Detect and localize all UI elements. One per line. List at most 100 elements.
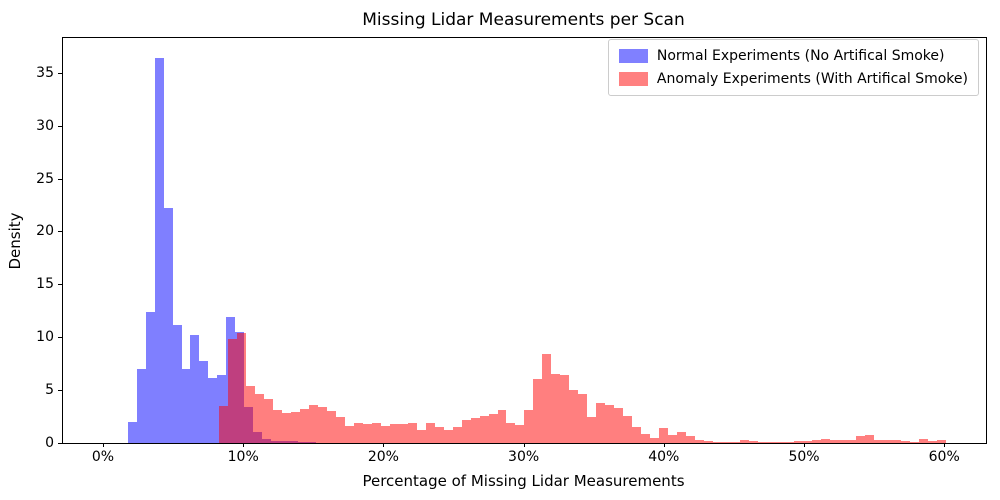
anomaly-histogram-bar xyxy=(739,440,749,443)
anomaly-histogram-bar xyxy=(605,405,615,443)
anomaly-histogram-bar xyxy=(614,408,624,443)
normal-histogram-bar xyxy=(190,335,200,443)
anomaly-histogram-bar xyxy=(578,394,588,443)
anomaly-histogram-bar xyxy=(874,439,884,443)
anomaly-histogram-bar xyxy=(793,441,803,443)
x-tick-mark xyxy=(243,443,245,447)
anomaly-histogram-bar xyxy=(712,441,722,443)
anomaly-histogram-bar xyxy=(641,433,651,443)
anomaly-histogram-bar xyxy=(389,424,399,443)
y-tick-mark xyxy=(58,125,62,127)
y-tick-label: 5 xyxy=(45,381,54,398)
anomaly-histogram-bar xyxy=(775,442,785,443)
anomaly-histogram-bar xyxy=(730,441,740,443)
anomaly-histogram-bar xyxy=(219,406,229,443)
y-tick-mark xyxy=(58,231,62,233)
y-tick-label: 15 xyxy=(36,276,54,293)
anomaly-histogram-bar xyxy=(865,434,875,443)
anomaly-histogram-bar xyxy=(425,422,435,443)
y-axis-label: Density xyxy=(6,212,24,270)
anomaly-histogram-bar xyxy=(291,412,301,443)
legend-item-normal: Normal Experiments (No Artifical Smoke) xyxy=(618,48,968,64)
y-tick-label: 0 xyxy=(45,434,54,451)
anomaly-histogram-bar xyxy=(506,422,516,443)
y-tick-label: 30 xyxy=(36,117,54,134)
anomaly-histogram-bar xyxy=(542,354,552,443)
anomaly-histogram-bar xyxy=(309,405,319,443)
y-tick-label: 20 xyxy=(36,223,54,240)
anomaly-histogram-bar xyxy=(273,410,283,443)
y-tick-mark xyxy=(58,336,62,338)
anomaly-histogram-bar xyxy=(901,440,911,443)
x-tick-label: 40% xyxy=(648,449,680,465)
anomaly-histogram-bar xyxy=(721,441,731,443)
anomaly-histogram-bar xyxy=(623,415,633,443)
anomaly-histogram-bar xyxy=(497,410,507,443)
anomaly-histogram-bar xyxy=(380,425,390,443)
y-tick-label: 25 xyxy=(36,170,54,187)
normal-histogram-bar xyxy=(199,360,209,443)
anomaly-histogram-bar xyxy=(883,439,893,443)
x-tick-mark xyxy=(523,443,525,447)
anomaly-histogram-bar xyxy=(784,441,794,443)
legend: Normal Experiments (No Artifical Smoke) … xyxy=(607,39,979,96)
anomaly-histogram-bar xyxy=(650,437,660,443)
anomaly-histogram-bar xyxy=(668,434,677,443)
normal-histogram-bar xyxy=(172,324,182,443)
anomaly-histogram-bar xyxy=(937,439,947,443)
anomaly-histogram-bar xyxy=(892,440,902,443)
anomaly-histogram-bar xyxy=(434,427,444,443)
x-tick-mark xyxy=(383,443,385,447)
anomaly-histogram-bar xyxy=(587,416,597,443)
anomaly-histogram-bar xyxy=(757,441,767,443)
anomaly-histogram-bar xyxy=(847,439,857,443)
y-tick-label: 35 xyxy=(36,65,54,81)
anomaly-histogram-bar xyxy=(766,442,776,443)
anomaly-histogram-bar xyxy=(748,441,758,443)
anomaly-histogram-bar xyxy=(228,338,238,443)
anomaly-histogram-bar xyxy=(676,432,686,443)
normal-series-swatch xyxy=(618,49,648,63)
anomaly-histogram-bar xyxy=(327,411,336,443)
normal-histogram-bar xyxy=(181,369,191,443)
anomaly-histogram-bar xyxy=(264,398,274,443)
normal-histogram-bar xyxy=(154,57,164,443)
anomaly-histogram-bar xyxy=(802,440,812,443)
anomaly-histogram-bar xyxy=(515,424,525,443)
anomaly-histogram-bar xyxy=(452,426,462,443)
y-tick-label: 10 xyxy=(36,328,54,345)
anomaly-series-swatch xyxy=(618,72,648,86)
anomaly-histogram-bar xyxy=(533,378,543,443)
anomaly-histogram-bar xyxy=(685,435,695,443)
normal-histogram-bar xyxy=(127,421,137,443)
y-tick-mark xyxy=(58,73,62,74)
anomaly-histogram-bar xyxy=(820,439,830,443)
x-tick-mark xyxy=(804,443,805,447)
anomaly-histogram-bar xyxy=(443,429,453,443)
anomaly-histogram-bar xyxy=(416,429,426,443)
legend-item-anomaly: Anomaly Experiments (With Artifical Smok… xyxy=(618,71,968,87)
anomaly-histogram-bar xyxy=(694,439,704,443)
anomaly-histogram-bar xyxy=(362,424,372,443)
anomaly-histogram-bar xyxy=(398,424,408,443)
x-tick-label: 60% xyxy=(928,449,960,465)
x-tick-mark xyxy=(944,443,946,447)
y-tick-mark xyxy=(58,284,62,286)
anomaly-histogram-bar xyxy=(659,428,668,443)
anomaly-histogram-bar xyxy=(524,410,534,443)
x-tick-label: 20% xyxy=(367,449,399,465)
anomaly-histogram-bar xyxy=(318,407,328,443)
y-tick-mark xyxy=(58,178,62,180)
anomaly-histogram-bar xyxy=(703,441,713,443)
plot-area xyxy=(62,37,987,444)
chart-title: Missing Lidar Measurements per Scan xyxy=(362,10,685,30)
x-tick-label: 30% xyxy=(508,449,540,465)
anomaly-histogram-bar xyxy=(811,439,821,443)
anomaly-histogram-bar xyxy=(255,394,265,443)
x-tick-label: 50% xyxy=(788,449,820,465)
legend-label-normal: Normal Experiments (No Artifical Smoke) xyxy=(656,48,945,64)
anomaly-histogram-bar xyxy=(479,415,489,443)
anomaly-histogram-bar xyxy=(838,440,848,443)
anomaly-histogram-bar xyxy=(560,375,570,443)
normal-histogram-bar xyxy=(136,369,146,443)
